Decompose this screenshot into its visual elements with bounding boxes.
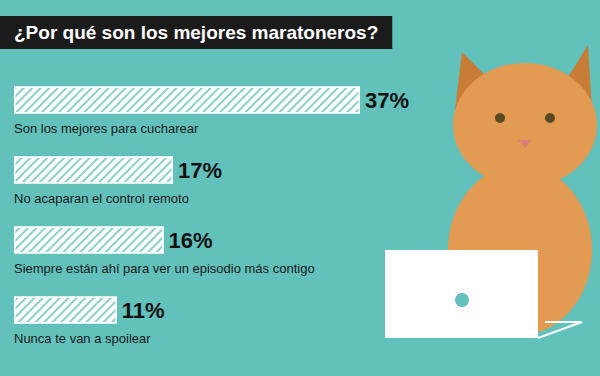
svg-text:¿Por qué son los mejores marat: ¿Por qué son los mejores maratoneros? — [14, 22, 378, 43]
svg-text:No acaparan el control remoto: No acaparan el control remoto — [14, 191, 189, 206]
svg-text:16%: 16% — [169, 228, 213, 253]
svg-text:Nunca te van a spoilear: Nunca te van a spoilear — [14, 331, 151, 346]
svg-text:17%: 17% — [178, 158, 222, 183]
svg-text:Son los mejores para cucharear: Son los mejores para cucharear — [14, 121, 199, 136]
svg-text:11%: 11% — [122, 298, 165, 323]
svg-text:37%: 37% — [365, 88, 409, 113]
svg-text:Siempre están ahí para ver un: Siempre están ahí para ver un episodio m… — [14, 261, 315, 276]
